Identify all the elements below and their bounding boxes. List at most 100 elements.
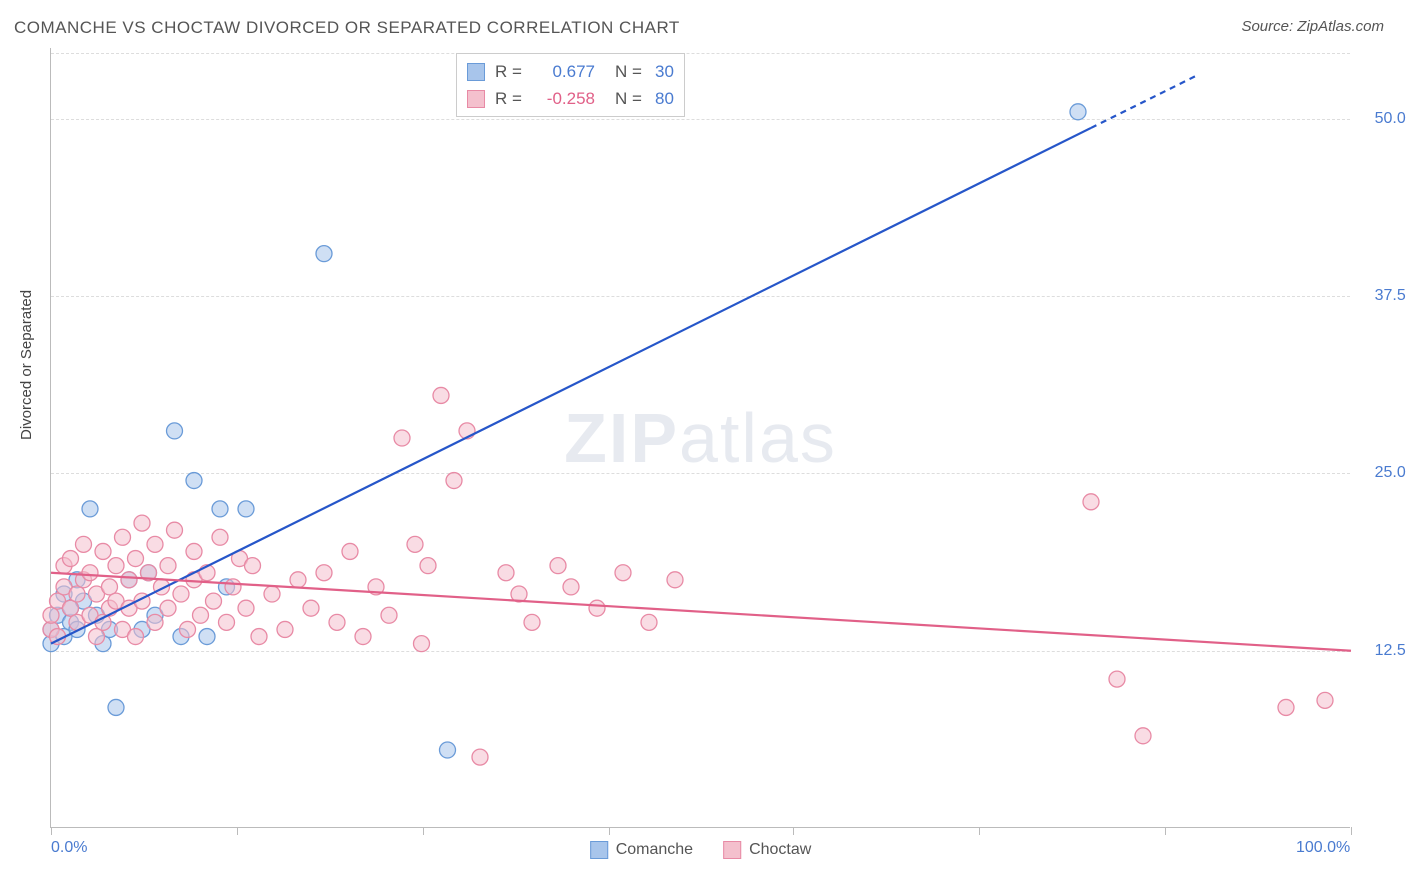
- scatter-point: [193, 607, 209, 623]
- legend-row: R = -0.258 N = 80: [467, 85, 674, 112]
- scatter-point: [173, 586, 189, 602]
- scatter-point: [225, 579, 241, 595]
- x-tick: [793, 827, 794, 835]
- scatter-point: [290, 572, 306, 588]
- r-label: R =: [495, 85, 525, 112]
- n-value: 30: [655, 58, 674, 85]
- scatter-point: [199, 629, 215, 645]
- scatter-point: [245, 558, 261, 574]
- scatter-point: [167, 522, 183, 538]
- scatter-point: [414, 636, 430, 652]
- r-value: -0.258: [535, 85, 595, 112]
- scatter-point: [147, 614, 163, 630]
- x-tick-label: 0.0%: [51, 839, 87, 857]
- x-tick-label: 100.0%: [1296, 839, 1350, 857]
- scatter-point: [550, 558, 566, 574]
- scatter-point: [82, 501, 98, 517]
- scatter-point: [407, 536, 423, 552]
- x-tick: [979, 827, 980, 835]
- y-tick-label: 12.5%: [1375, 642, 1406, 660]
- scatter-point: [160, 558, 176, 574]
- scatter-point: [128, 629, 144, 645]
- scatter-point: [1135, 728, 1151, 744]
- scatter-point: [212, 529, 228, 545]
- scatter-point: [1317, 692, 1333, 708]
- y-tick-label: 25.0%: [1375, 464, 1406, 482]
- scatter-point: [160, 600, 176, 616]
- scatter-point: [316, 565, 332, 581]
- scatter-point: [186, 473, 202, 489]
- scatter-point: [108, 558, 124, 574]
- n-label: N =: [615, 58, 645, 85]
- chart-title: COMANCHE VS CHOCTAW DIVORCED OR SEPARATE…: [14, 18, 680, 38]
- scatter-point: [1278, 699, 1294, 715]
- scatter-point: [342, 543, 358, 559]
- scatter-point: [219, 614, 235, 630]
- scatter-point: [303, 600, 319, 616]
- scatter-point: [212, 501, 228, 517]
- y-tick-label: 50.0%: [1375, 110, 1406, 128]
- scatter-point: [355, 629, 371, 645]
- scatter-point: [589, 600, 605, 616]
- r-label: R =: [495, 58, 525, 85]
- scatter-point: [446, 473, 462, 489]
- legend-label: Comanche: [616, 841, 693, 859]
- n-label: N =: [615, 85, 645, 112]
- scatter-point: [615, 565, 631, 581]
- scatter-point: [524, 614, 540, 630]
- scatter-point: [82, 565, 98, 581]
- legend-item: Comanche: [590, 841, 693, 859]
- scatter-point: [76, 536, 92, 552]
- source-attribution: Source: ZipAtlas.com: [1241, 18, 1384, 35]
- scatter-point: [108, 699, 124, 715]
- scatter-point: [498, 565, 514, 581]
- legend-swatch: [467, 90, 485, 108]
- scatter-point: [1109, 671, 1125, 687]
- scatter-point: [433, 387, 449, 403]
- r-value: 0.677: [535, 58, 595, 85]
- scatter-point: [641, 614, 657, 630]
- x-tick: [1351, 827, 1352, 835]
- legend-row: R = 0.677 N = 30: [467, 58, 674, 85]
- scatter-point: [134, 515, 150, 531]
- scatter-point: [277, 621, 293, 637]
- scatter-point: [238, 501, 254, 517]
- scatter-point: [472, 749, 488, 765]
- scatter-point: [180, 621, 196, 637]
- scatter-point: [394, 430, 410, 446]
- plot-area: ZIPatlas 12.5%25.0%37.5%50.0% 0.0%100.0%…: [50, 48, 1350, 828]
- x-tick: [1165, 827, 1166, 835]
- chart-container: COMANCHE VS CHOCTAW DIVORCED OR SEPARATE…: [0, 0, 1406, 892]
- scatter-point: [264, 586, 280, 602]
- scatter-point: [63, 551, 79, 567]
- legend-swatch: [467, 63, 485, 81]
- x-tick: [51, 827, 52, 835]
- scatter-point: [128, 551, 144, 567]
- scatter-point: [1070, 104, 1086, 120]
- series-legend: Comanche Choctaw: [590, 841, 812, 859]
- scatter-point: [420, 558, 436, 574]
- scatter-point: [115, 529, 131, 545]
- scatter-point: [121, 572, 137, 588]
- correlation-legend: R = 0.677 N = 30 R = -0.258 N = 80: [456, 53, 685, 117]
- scatter-point: [563, 579, 579, 595]
- scatter-point: [316, 246, 332, 262]
- scatter-point: [186, 543, 202, 559]
- y-axis-label: Divorced or Separated: [18, 290, 35, 440]
- legend-swatch: [723, 841, 741, 859]
- scatter-point: [238, 600, 254, 616]
- scatter-point: [167, 423, 183, 439]
- legend-item: Choctaw: [723, 841, 811, 859]
- n-value: 80: [655, 85, 674, 112]
- scatter-point: [147, 536, 163, 552]
- scatter-point: [440, 742, 456, 758]
- scatter-point: [667, 572, 683, 588]
- scatter-point: [206, 593, 222, 609]
- legend-swatch: [590, 841, 608, 859]
- scatter-point: [251, 629, 267, 645]
- scatter-point: [381, 607, 397, 623]
- trend-line-dashed: [1091, 76, 1195, 128]
- y-tick-label: 37.5%: [1375, 287, 1406, 305]
- x-tick: [609, 827, 610, 835]
- scatter-point: [329, 614, 345, 630]
